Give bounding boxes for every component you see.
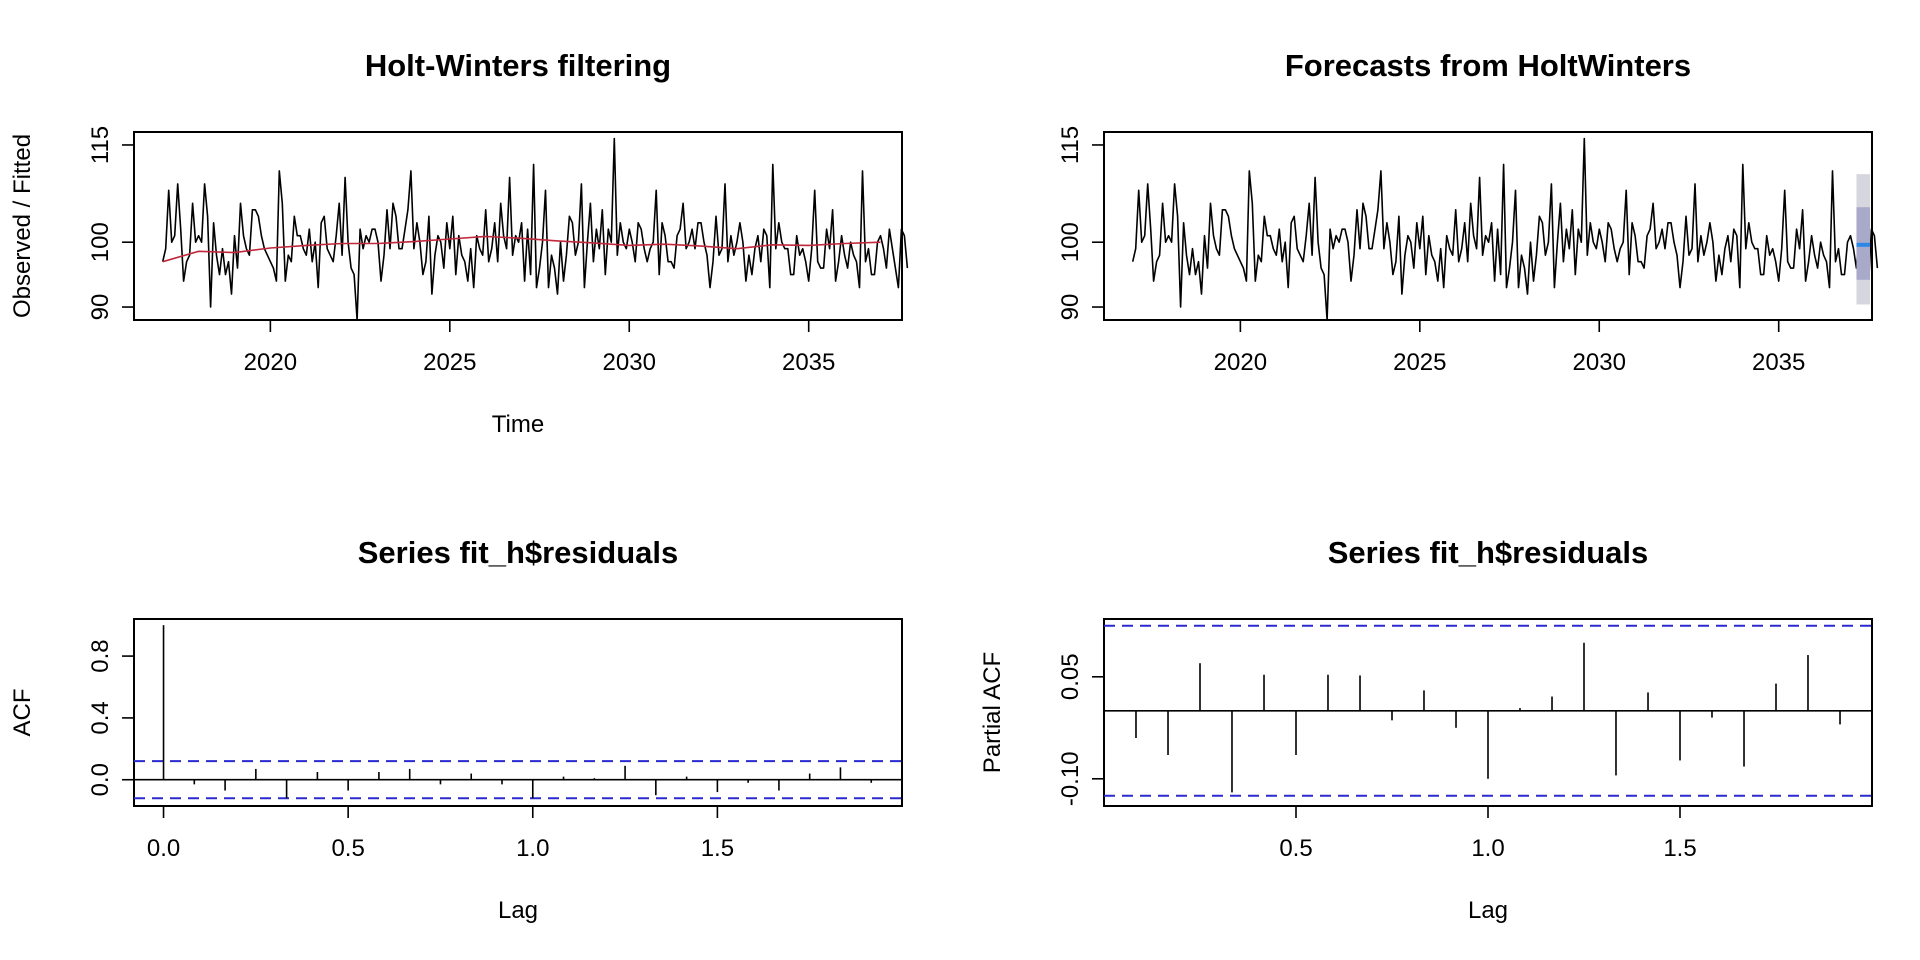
observed-series-line bbox=[1131, 137, 1879, 321]
y-axis-label: Partial ACF bbox=[979, 652, 1006, 773]
forecasts-panel: Forecasts from HoltWinters 2020 2025 2030 20… bbox=[1057, 48, 1879, 376]
x-tick-label: 2035 bbox=[782, 349, 835, 376]
fitted-series-line bbox=[162, 235, 881, 263]
y-axis-label: ACF bbox=[9, 689, 36, 737]
y-tick-label: 115 bbox=[1057, 126, 1084, 164]
x-axis-label: Lag bbox=[498, 897, 538, 924]
x-axis-label: Time bbox=[492, 411, 544, 438]
x-tick-label: 2030 bbox=[603, 349, 656, 376]
y-tick-label: 0.8 bbox=[87, 639, 114, 672]
x-tick-label: 1.0 bbox=[516, 835, 549, 862]
x-tick-label: 2020 bbox=[1214, 349, 1267, 376]
y-tick-label: 90 bbox=[1057, 294, 1084, 321]
chart-title: Holt-Winters filtering bbox=[365, 48, 671, 83]
x-tick-label: 0.5 bbox=[331, 835, 364, 862]
y-tick-label: -0.10 bbox=[1057, 751, 1084, 806]
chart-title: Forecasts from HoltWinters bbox=[1285, 48, 1691, 83]
x-tick-label: 1.5 bbox=[1663, 835, 1696, 862]
acf-panel: Series fit_h$residuals 0.0 0.5 1.0 1.5 0.0 0.4… bbox=[9, 535, 903, 924]
y-tick-label: 100 bbox=[1057, 222, 1084, 262]
plot-frame bbox=[1103, 131, 1873, 321]
plot-frame bbox=[133, 618, 903, 807]
x-tick-label: 2035 bbox=[1752, 349, 1805, 376]
holt-winters-filtering-panel: Holt-Winters filtering 2020 2025 2030 2035 90… bbox=[9, 48, 909, 438]
y-tick-label: 100 bbox=[87, 222, 114, 262]
x-tick-label: 2030 bbox=[1573, 349, 1626, 376]
chart-title: Series fit_h$residuals bbox=[358, 535, 679, 570]
x-tick-label: 2025 bbox=[423, 349, 476, 376]
x-tick-label: 0.5 bbox=[1279, 835, 1312, 862]
y-axis-label: Observed / Fitted bbox=[9, 134, 36, 318]
x-tick-label: 2020 bbox=[244, 349, 297, 376]
x-tick-label: 1.5 bbox=[701, 835, 734, 862]
x-axis-label: Lag bbox=[1468, 897, 1508, 924]
y-tick-label: 0.0 bbox=[87, 763, 114, 796]
x-tick-label: 2025 bbox=[1393, 349, 1446, 376]
y-tick-label: 90 bbox=[87, 294, 114, 321]
y-tick-label: 0.4 bbox=[87, 701, 114, 734]
observed-series-line bbox=[161, 137, 909, 321]
plot-frame bbox=[133, 131, 903, 321]
chart-title: Series fit_h$residuals bbox=[1328, 535, 1649, 570]
x-tick-label: 1.0 bbox=[1471, 835, 1504, 862]
y-tick-label: 0.05 bbox=[1057, 653, 1084, 700]
pacf-panel: Series fit_h$residuals 0.5 1.0 1.5 -0.10 0.05… bbox=[979, 535, 1873, 924]
x-tick-label: 0.0 bbox=[147, 835, 180, 862]
y-tick-label: 115 bbox=[87, 126, 114, 164]
